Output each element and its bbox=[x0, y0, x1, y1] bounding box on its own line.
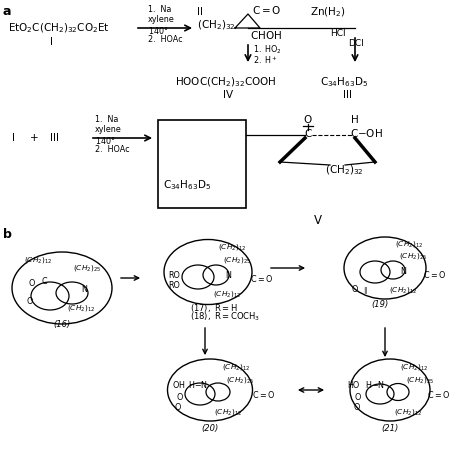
Text: N: N bbox=[81, 286, 87, 295]
Text: (21): (21) bbox=[382, 424, 399, 433]
Text: $\mathrm{Zn(H_2)}$: $\mathrm{Zn(H_2)}$ bbox=[310, 5, 346, 19]
Text: $\mathrm{OH}$: $\mathrm{OH}$ bbox=[172, 380, 185, 390]
Text: (16): (16) bbox=[54, 321, 71, 330]
Text: 2.  HOAc: 2. HOAc bbox=[148, 35, 182, 44]
Text: 1.  Na: 1. Na bbox=[95, 115, 118, 124]
Text: $\|$: $\|$ bbox=[363, 285, 367, 296]
Text: V: V bbox=[314, 213, 322, 227]
Text: O: O bbox=[354, 404, 360, 413]
Text: $\mathrm{2.\;H^+}$: $\mathrm{2.\;H^+}$ bbox=[253, 54, 278, 66]
Text: $(CH_2)_{12}$: $(CH_2)_{12}$ bbox=[24, 255, 52, 265]
Text: $\mathrm{C{=}O}$: $\mathrm{C{=}O}$ bbox=[427, 390, 450, 400]
Text: O: O bbox=[177, 393, 183, 401]
Text: $140°$: $140°$ bbox=[95, 134, 116, 145]
Text: C: C bbox=[41, 277, 47, 286]
Text: $(CH_2)_{12}$: $(CH_2)_{12}$ bbox=[218, 242, 246, 252]
Text: I: I bbox=[12, 133, 15, 143]
Text: a: a bbox=[3, 5, 11, 18]
Text: O: O bbox=[352, 286, 358, 295]
Text: $(CH_2)_{25}$: $(CH_2)_{25}$ bbox=[73, 263, 101, 273]
Text: H: H bbox=[351, 115, 359, 125]
Text: III: III bbox=[50, 133, 59, 143]
Text: $\mathrm{C_{34}H_{63}D_5}$: $\mathrm{C_{34}H_{63}D_5}$ bbox=[320, 75, 368, 89]
Text: III: III bbox=[344, 90, 353, 100]
Text: $(CH_2)_{25}$: $(CH_2)_{25}$ bbox=[399, 251, 427, 261]
Text: $(CH_2)_{12}$: $(CH_2)_{12}$ bbox=[214, 407, 242, 417]
Text: xylene: xylene bbox=[95, 125, 122, 134]
Text: $(CH_2)_{12}$: $(CH_2)_{12}$ bbox=[395, 239, 423, 249]
Text: $(CH_2)_{12}$: $(CH_2)_{12}$ bbox=[394, 407, 422, 417]
Text: $\mathrm{H{-}N}$: $\mathrm{H{-}N}$ bbox=[365, 380, 385, 390]
Text: RO: RO bbox=[168, 271, 180, 281]
Text: IV: IV bbox=[223, 90, 233, 100]
Text: O: O bbox=[29, 280, 35, 288]
Text: N: N bbox=[400, 267, 406, 276]
Text: $\mathrm{(CH_2)_{32}}$: $\mathrm{(CH_2)_{32}}$ bbox=[325, 163, 364, 177]
Text: (19): (19) bbox=[371, 301, 389, 310]
Text: $(CH_2)_{25}$: $(CH_2)_{25}$ bbox=[223, 255, 251, 265]
Text: $(CH_2)_{12}$: $(CH_2)_{12}$ bbox=[389, 285, 417, 295]
Text: II: II bbox=[197, 7, 203, 17]
Text: $\mathrm{C_{34}H_{63}D_5}$: $\mathrm{C_{34}H_{63}D_5}$ bbox=[163, 178, 211, 192]
Text: $\mathrm{(CH_2)_{32}}$: $\mathrm{(CH_2)_{32}}$ bbox=[197, 18, 236, 32]
Text: b: b bbox=[3, 228, 12, 241]
Text: $(CH_2)_{25}$: $(CH_2)_{25}$ bbox=[406, 375, 434, 385]
Text: xylene: xylene bbox=[148, 15, 175, 24]
Text: $\mathrm{C}$: $\mathrm{C}$ bbox=[304, 127, 312, 139]
Text: HCl: HCl bbox=[330, 30, 346, 39]
Text: 1.  Na: 1. Na bbox=[148, 5, 172, 15]
Text: O: O bbox=[27, 297, 33, 306]
Text: 2.  HOAc: 2. HOAc bbox=[95, 145, 129, 154]
Text: (20): (20) bbox=[201, 424, 219, 433]
Text: $\mathrm{EtO_2C(CH_2)_{32}CO_2Et}$: $\mathrm{EtO_2C(CH_2)_{32}CO_2Et}$ bbox=[8, 21, 110, 35]
Bar bbox=[158, 120, 246, 208]
Text: RO: RO bbox=[168, 281, 180, 291]
Text: $(CH_2)_{12}$: $(CH_2)_{12}$ bbox=[400, 362, 428, 372]
Text: $(17),\ \mathrm{R=H}$: $(17),\ \mathrm{R=H}$ bbox=[190, 302, 238, 314]
Text: O: O bbox=[304, 115, 312, 125]
Text: $\mathrm{C{=}O}$: $\mathrm{C{=}O}$ bbox=[252, 4, 282, 16]
Text: $(CH_2)_{12}$: $(CH_2)_{12}$ bbox=[67, 303, 95, 313]
Text: +: + bbox=[30, 133, 38, 143]
Text: $(18),\ \mathrm{R=COCH_3}$: $(18),\ \mathrm{R=COCH_3}$ bbox=[190, 311, 260, 323]
Text: N: N bbox=[225, 271, 231, 281]
Text: $\mathrm{CHOH}$: $\mathrm{CHOH}$ bbox=[250, 29, 282, 41]
Text: $\mathrm{C{=}O}$: $\mathrm{C{=}O}$ bbox=[423, 268, 447, 280]
Text: $\mathrm{HOOC(CH_2)_{32}COOH}$: $\mathrm{HOOC(CH_2)_{32}COOH}$ bbox=[175, 75, 276, 89]
Text: $\mathrm{H{-}N}$: $\mathrm{H{-}N}$ bbox=[188, 380, 208, 390]
Text: $140°$: $140°$ bbox=[148, 25, 169, 35]
Text: $\mathrm{1.\;HO_2}$: $\mathrm{1.\;HO_2}$ bbox=[253, 44, 282, 56]
Text: $(CH_2)_{12}$: $(CH_2)_{12}$ bbox=[213, 289, 241, 299]
Text: $(CH_2)_{25}$: $(CH_2)_{25}$ bbox=[226, 375, 254, 385]
Text: $(CH_2)_{12}$: $(CH_2)_{12}$ bbox=[222, 362, 250, 372]
Text: $\mathrm{C{=}O}$: $\mathrm{C{=}O}$ bbox=[250, 272, 273, 283]
Text: I: I bbox=[51, 37, 54, 47]
Text: DCl: DCl bbox=[348, 39, 364, 48]
Text: O: O bbox=[355, 393, 361, 401]
Text: $\mathrm{C{=}O}$: $\mathrm{C{=}O}$ bbox=[252, 390, 275, 400]
Text: HO: HO bbox=[348, 380, 360, 390]
Text: O: O bbox=[175, 404, 181, 413]
Text: $\mathrm{C{-}OH}$: $\mathrm{C{-}OH}$ bbox=[350, 127, 383, 139]
